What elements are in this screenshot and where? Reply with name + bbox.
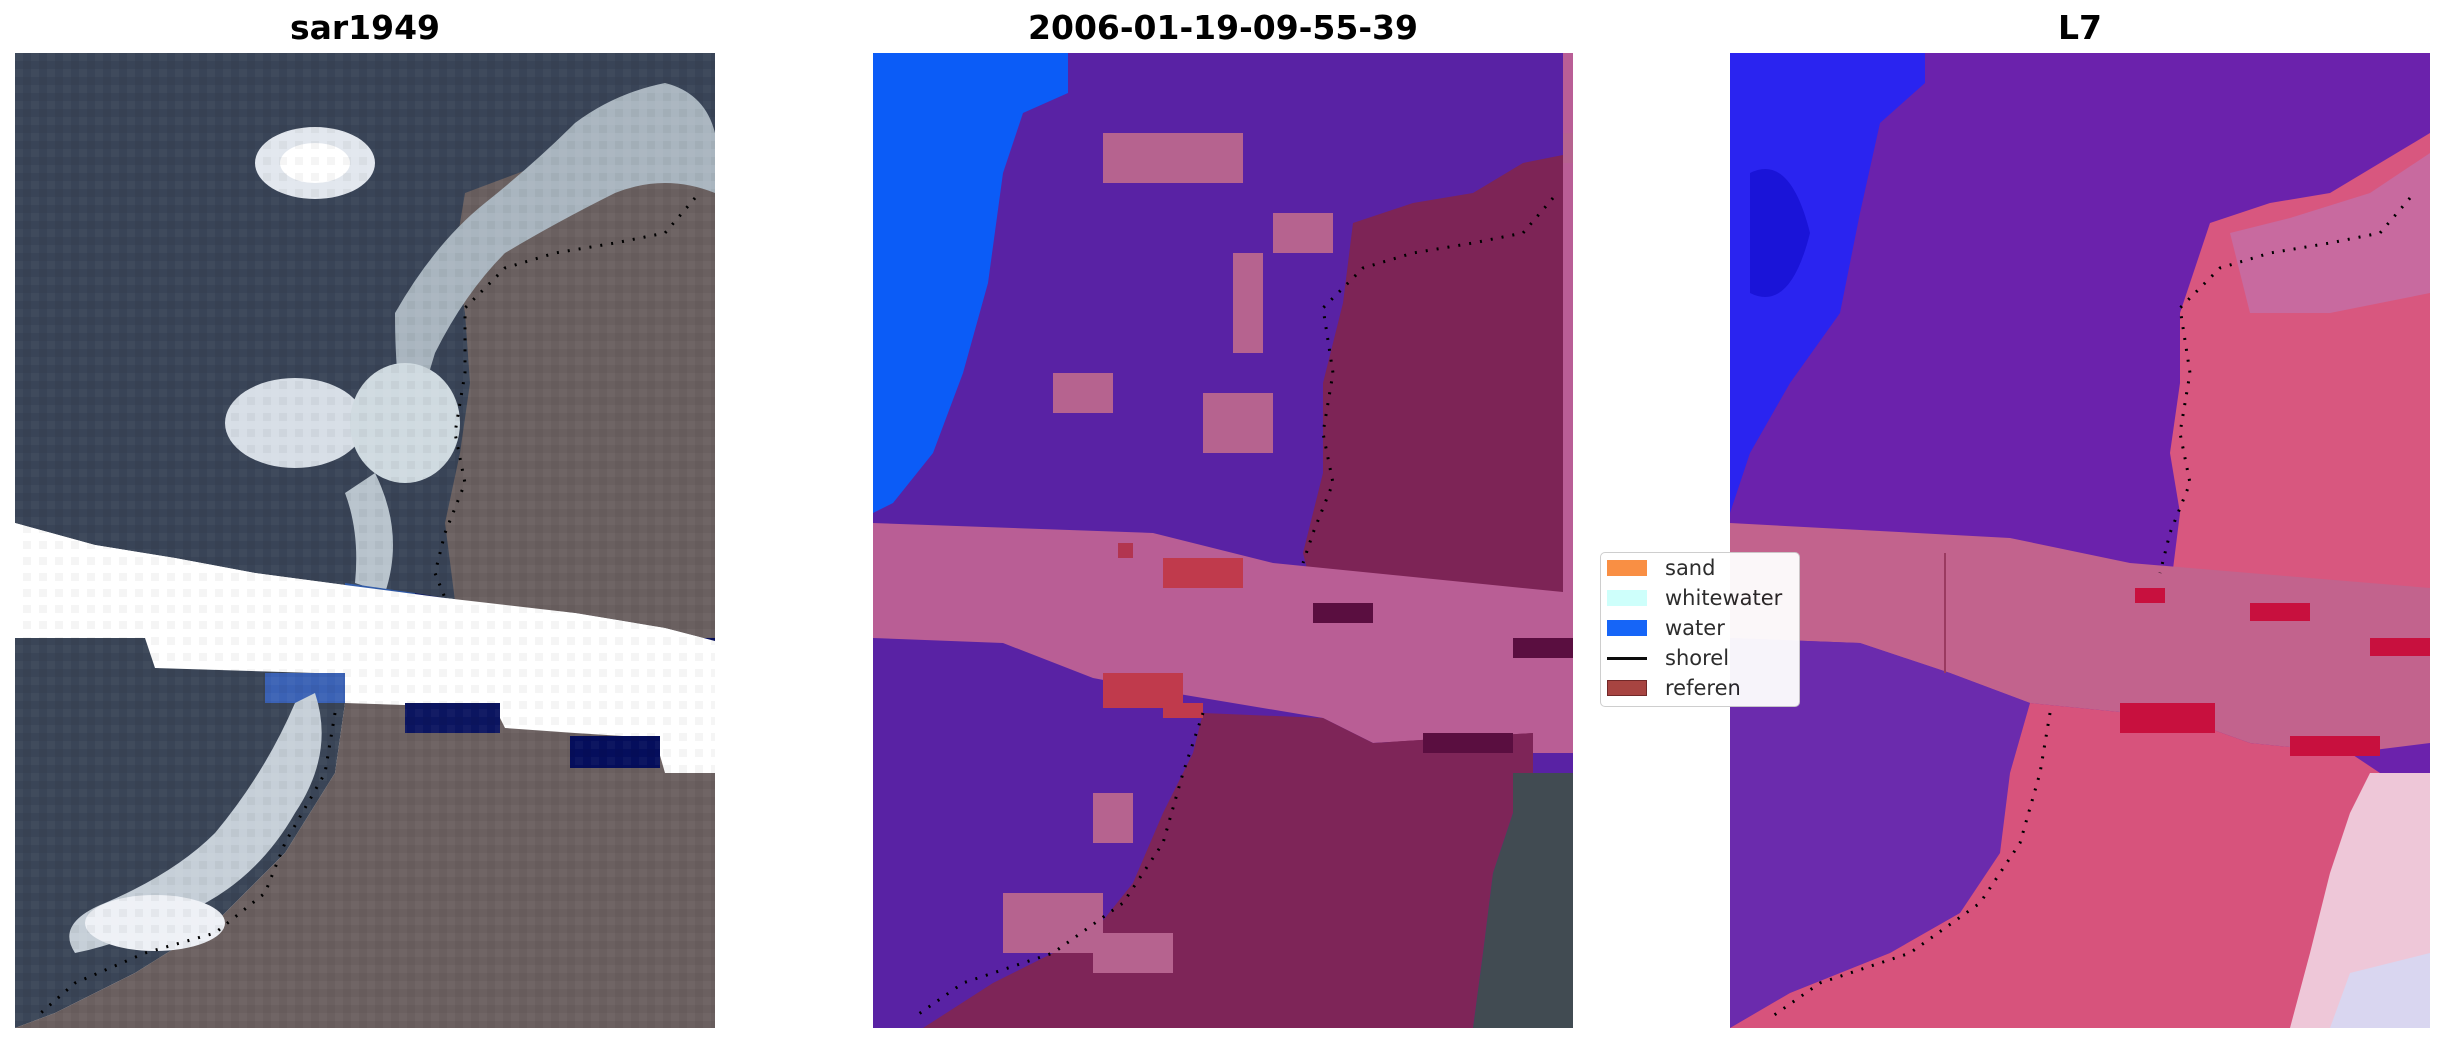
reference-swatch	[1607, 680, 1647, 696]
pink-patch	[1103, 133, 1243, 183]
reference-patch	[1118, 543, 1133, 558]
dark-mark	[1313, 603, 1373, 623]
legend: sand whitewater water shorel referen	[1600, 552, 1800, 707]
red-mark	[2290, 736, 2380, 756]
bright-area	[2330, 953, 2430, 1028]
legend-label-reference: referen	[1665, 676, 1741, 700]
red-mark	[2250, 603, 2310, 621]
pink-patch	[1093, 793, 1133, 843]
pink-patch	[1003, 893, 1103, 953]
sea-area	[1730, 638, 2030, 1028]
l7-image	[1730, 53, 2430, 1028]
sand-swatch	[1607, 560, 1647, 576]
land-class	[1563, 53, 1573, 753]
shoreline	[1301, 197, 1555, 564]
reference-patch	[1163, 558, 1243, 588]
whitewater-swatch	[1607, 590, 1647, 606]
dark-mark	[1423, 733, 1513, 753]
pink-patch	[1053, 373, 1113, 413]
shoreline	[1769, 712, 2052, 1020]
red-mark	[2120, 703, 2215, 733]
legend-label-whitewater: whitewater	[1665, 586, 1783, 610]
legend-label-water: water	[1665, 616, 1725, 640]
blue-area	[1730, 53, 1925, 513]
pink-patch	[1093, 933, 1173, 973]
panel-title-l7: L7	[2058, 8, 2102, 47]
shoreline	[433, 197, 697, 599]
pink-band	[873, 523, 1573, 753]
reference-patch	[1103, 673, 1183, 708]
classification-image	[873, 53, 1573, 1028]
red-mark	[2135, 588, 2165, 603]
shoreline	[2158, 197, 2412, 574]
pink-patch	[1563, 133, 1573, 163]
pink-band	[1730, 523, 2430, 753]
water-class	[873, 53, 1068, 513]
blue-area	[1750, 169, 1810, 297]
dark-mark	[1513, 638, 1573, 658]
shoreline-swatch	[1607, 657, 1647, 660]
water-swatch	[1607, 620, 1647, 636]
pink-patch	[1273, 213, 1333, 253]
panel-title-classification: 2006-01-19-09-55-39	[1028, 8, 1418, 47]
red-mark	[2370, 638, 2430, 656]
pink-patch	[1233, 253, 1263, 353]
land-area	[2230, 153, 2430, 313]
rgb-image	[15, 53, 715, 1028]
rgb-corner	[1473, 773, 1573, 1028]
land-area	[1730, 703, 2380, 1028]
legend-label-sand: sand	[1665, 556, 1716, 580]
pink-patch	[1203, 393, 1273, 453]
panel-title-rgb: sar1949	[289, 8, 441, 47]
reference-patch	[1163, 703, 1203, 718]
legend-label-shoreline: shorel	[1665, 646, 1730, 670]
